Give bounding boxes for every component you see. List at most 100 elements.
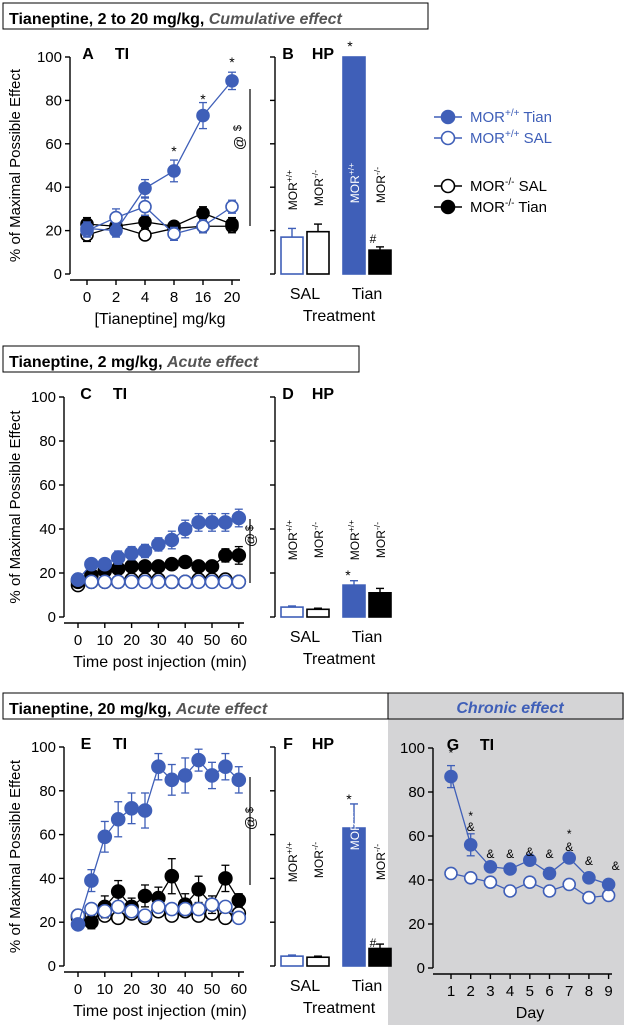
- A-y-tick-label: 80: [45, 92, 62, 109]
- G-x-tick-label: 7: [565, 983, 573, 1000]
- C-data-point: [164, 556, 180, 572]
- C-y-tick-label: 40: [39, 521, 56, 538]
- E-x-tick-label: 10: [96, 981, 113, 998]
- C-x-tick-label: 40: [177, 632, 194, 649]
- E-y-tick-label: 40: [39, 870, 56, 887]
- C-data-point: [137, 559, 153, 574]
- C-y-tick-label: 0: [48, 609, 56, 626]
- C-data-point: [151, 559, 166, 574]
- legend-marker-ko_sal: [440, 178, 456, 194]
- E-x-tick-label: 50: [204, 981, 221, 998]
- B-bar-label-ko: MOR-/-: [310, 170, 326, 206]
- E-data-point: [110, 899, 126, 915]
- G-data-point: [522, 875, 537, 890]
- G-data-point: [503, 884, 517, 898]
- G-data-point: [503, 862, 517, 876]
- B-bar-label-wt: MOR+/+: [346, 163, 362, 203]
- G-data-point: [444, 866, 458, 881]
- D-bar-label-ko: MOR-/-: [310, 522, 326, 558]
- C-data-point: [191, 574, 206, 590]
- A-y-tick-label: 0: [54, 266, 62, 283]
- F-group-label: Tian: [352, 978, 383, 995]
- G-significance-mark: &: [506, 847, 514, 861]
- section2-box: [2, 345, 360, 373]
- F-significance-hash: #: [370, 936, 377, 950]
- A-x-tick-label: 8: [170, 289, 178, 306]
- chronic-title-box: [387, 692, 624, 720]
- C-data-point: [124, 559, 139, 574]
- A-data-point: [109, 223, 123, 238]
- E-data-point: [110, 811, 126, 827]
- A-data-point: [196, 108, 210, 123]
- G-significance-mark: &: [486, 847, 494, 861]
- F-bar-label-ko: MOR-/-: [372, 844, 388, 880]
- G-x-tick-label: 4: [506, 983, 514, 1000]
- C-at-mark: @: [242, 533, 258, 547]
- C-data-point: [218, 515, 233, 530]
- G-data-point: [542, 884, 557, 898]
- C-data-point: [151, 537, 166, 552]
- F-bar-MOR-SAL: [280, 955, 304, 967]
- C-x-tick-label: 0: [74, 632, 82, 649]
- G-significance-mark: &: [526, 845, 534, 859]
- chronic-panel-background: [388, 693, 624, 1025]
- G-significance-mark: &: [585, 854, 593, 868]
- E-data-point: [191, 752, 206, 768]
- E-data-point: [84, 873, 99, 888]
- C-data-point: [97, 556, 113, 572]
- G-x-label: Day: [516, 1005, 544, 1022]
- A-y-label: % of Maximal Possible Effect: [7, 68, 24, 262]
- E-data-point: [164, 868, 180, 884]
- G-significance-mark: *: [449, 746, 454, 760]
- E-y-tick-label: 100: [31, 739, 56, 756]
- C-x-label: Time post injection (min): [73, 654, 247, 671]
- B-panel-letter: B: [282, 46, 294, 63]
- A-dollar-mark: $: [232, 125, 244, 131]
- E-data-point: [218, 871, 233, 886]
- G-data-point: [444, 769, 458, 784]
- A-x-tick-label: 16: [195, 289, 212, 306]
- C-data-point: [84, 574, 99, 590]
- C-data-point: [218, 574, 233, 590]
- E-x-label: Time post injection (min): [73, 1003, 247, 1020]
- A-data-point: [225, 199, 239, 214]
- B-significance-star: *: [347, 38, 353, 54]
- C-data-point: [151, 574, 166, 590]
- E-x-tick-label: 0: [74, 981, 82, 998]
- section1-title: Tianeptine, 2 to 20 mg/kg, Cumulative ef…: [9, 11, 343, 28]
- F-bar-MOR-SAL: [306, 956, 330, 967]
- E-y-label: % of Maximal Possible Effect: [7, 759, 24, 953]
- E-data-point: [231, 910, 247, 926]
- C-data-point: [137, 543, 153, 559]
- C-x-tick-label: 30: [150, 632, 167, 649]
- F-x-label: Treatment: [303, 1000, 376, 1017]
- legend-label-wt_sal: MOR+/+ SAL: [470, 129, 552, 147]
- F-group-label: SAL: [290, 978, 320, 995]
- E-data-point: [97, 903, 113, 919]
- E-data-point: [151, 759, 166, 775]
- F-bar-label-wt: MOR+/+: [284, 842, 300, 882]
- D-significance-star: *: [345, 567, 351, 583]
- C-data-point: [191, 515, 206, 530]
- E-data-point: [218, 899, 233, 915]
- C-data-point: [177, 521, 193, 537]
- B-bar-MOR-SAL: [306, 230, 330, 275]
- A-data-point: [225, 74, 239, 88]
- A-data-point: [138, 199, 152, 214]
- D-bar-MOR-SAL: [280, 606, 304, 618]
- C-data-point: [218, 548, 233, 563]
- C-y-label: % of Maximal Possible Effect: [7, 410, 24, 604]
- A-y-tick-label: 60: [45, 136, 62, 153]
- section3-title: Tianeptine, 20 mg/kg, Acute effect: [9, 701, 268, 718]
- C-data-point: [177, 554, 193, 570]
- section2-title: Tianeptine, 2 mg/kg, Acute effect: [9, 354, 259, 371]
- D-panel-letter: D: [282, 386, 294, 403]
- G-data-point: [562, 851, 577, 865]
- G-x-tick-label: 2: [467, 983, 475, 1000]
- A-data-point: [196, 219, 210, 234]
- C-data-point: [191, 559, 206, 574]
- B-bar-MOR-Tian: [368, 249, 392, 275]
- G-significance-mark: &: [545, 847, 553, 861]
- G-x-tick-label: 5: [526, 983, 534, 1000]
